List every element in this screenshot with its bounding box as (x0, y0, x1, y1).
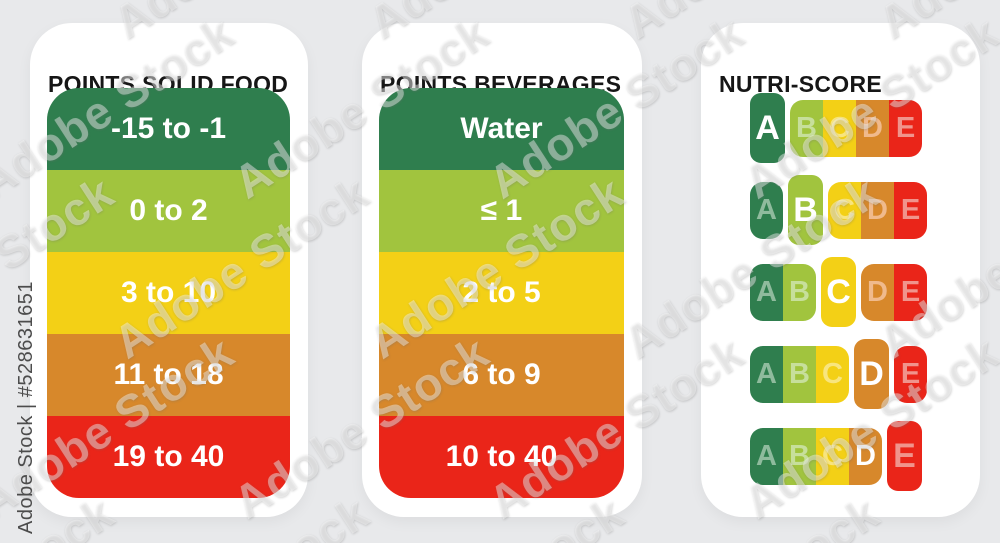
score-range-row: 2 to 5 (379, 252, 624, 334)
nutriscore-segment-D: D (861, 263, 894, 321)
beverages-score-table: Water ≤ 1 2 to 5 6 to 9 10 to 40 (379, 88, 624, 498)
score-range-row: ≤ 1 (379, 170, 624, 252)
diagonal-watermark-text: Adobe Stock (989, 326, 1000, 529)
nutriscore-segment-C: C (816, 427, 849, 485)
nutriscore-segment-group: E (894, 345, 927, 403)
score-range-row: 10 to 40 (379, 416, 624, 498)
nutriscore-segment-E: E (889, 99, 922, 157)
nutriscore-segment-C: C (816, 345, 849, 403)
score-range-label: ≤ 1 (480, 194, 523, 227)
nutriscore-segment-E: E (894, 181, 927, 239)
nutriscore-segment-D: D (861, 181, 894, 239)
score-range-row: 11 to 18 (47, 334, 290, 416)
score-range-label: Water (460, 112, 543, 145)
score-range-row: Water (379, 88, 624, 170)
nutriscore-segment-C: C (823, 99, 856, 157)
nutriscore-segment-B: B (783, 263, 816, 321)
solid-food-score-table: -15 to -1 0 to 2 3 to 10 11 to 18 19 to 40 (47, 88, 290, 498)
score-range-row: 0 to 2 (47, 170, 290, 252)
score-range-row: -15 to -1 (47, 88, 290, 170)
nutriscore-highlight-segment-E: E (887, 421, 922, 491)
nutriscore-segment-E: E (894, 345, 927, 403)
nutriscore-segment-B: B (783, 345, 816, 403)
nutriscore-segment-C: C (828, 181, 861, 239)
nutriscore-segment-D: D (856, 99, 889, 157)
nutriscore-segment-A: A (750, 181, 783, 239)
stock-id-watermark: Adobe Stock | #528631651 (15, 281, 37, 534)
score-range-row: 3 to 10 (47, 252, 290, 334)
score-range-label: 11 to 18 (113, 358, 224, 391)
nutriscore-segment-D: D (849, 427, 882, 485)
nutriscore-highlight-segment-B: B (788, 175, 823, 245)
score-range-row: 6 to 9 (379, 334, 624, 416)
score-range-label: 2 to 5 (462, 276, 541, 309)
nutriscore-segment-A: A (750, 263, 783, 321)
nutriscore-segment-group: A (750, 181, 783, 239)
score-range-label: 6 to 9 (462, 358, 541, 391)
score-range-label: 0 to 2 (129, 194, 208, 227)
diagonal-watermark-text: Adobe Stock (989, 6, 1000, 209)
nutriscore-segment-A: A (750, 427, 783, 485)
nutriscore-segment-B: B (783, 427, 816, 485)
score-range-row: 19 to 40 (47, 416, 290, 498)
score-range-label: -15 to -1 (110, 112, 227, 145)
score-range-label: 10 to 40 (445, 440, 558, 473)
nutriscore-segment-B: B (790, 99, 823, 157)
nutriscore-highlight-segment-C: C (821, 257, 856, 327)
nutriscore-segment-E: E (894, 263, 927, 321)
panel-title-nutriscore: NUTRI-SCORE (719, 71, 883, 97)
nutriscore-highlight-segment-A: A (750, 93, 785, 163)
nutriscore-highlight-segment-D: D (854, 339, 889, 409)
nutriscore-segment-A: A (750, 345, 783, 403)
score-range-label: 3 to 10 (120, 276, 217, 309)
score-range-label: 19 to 40 (112, 440, 225, 473)
